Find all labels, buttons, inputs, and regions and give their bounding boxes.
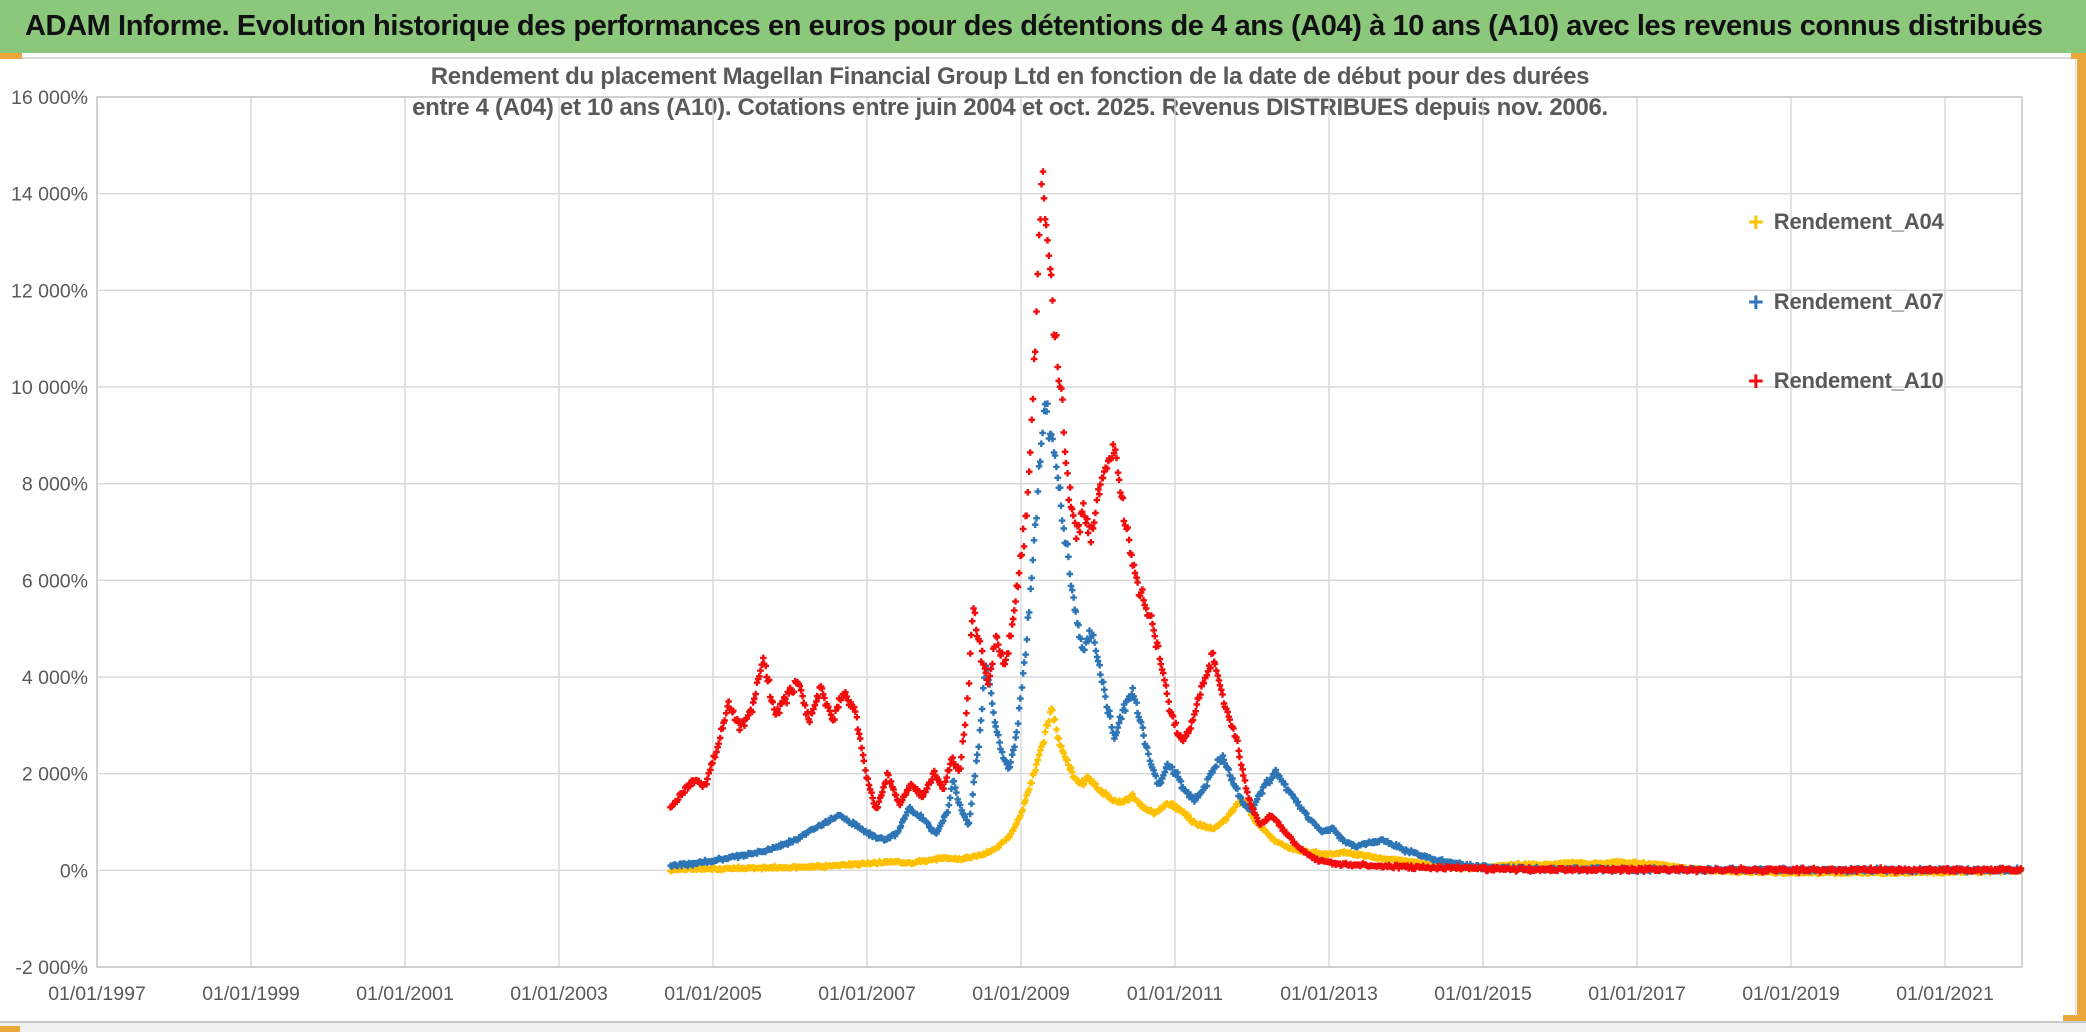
x-tick-label: 01/01/2009 [972,983,1070,1005]
x-tick-label: 01/01/2011 [1127,983,1223,1005]
x-tick-label: 01/01/1999 [202,983,300,1005]
legend-entry-a07: + Rendement_A07 [1748,286,1944,318]
y-tick-label: 2 000% [22,764,88,786]
y-tick-label: 10 000% [11,377,88,399]
chart-title: Rendement du placement Magellan Financia… [0,61,2020,123]
y-tick-label: 6 000% [22,570,88,592]
series-rendement_a10 [667,168,2025,876]
gold-accent-right-foot [2063,1015,2086,1022]
y-tick-label: 0% [60,860,88,882]
x-tick-label: 01/01/2015 [1434,983,1532,1005]
x-tick-label: 01/01/2021 [1896,983,1994,1005]
legend-entry-a04: + Rendement_A04 [1748,206,1944,238]
x-tick-label: 01/01/2019 [1742,983,1840,1005]
x-tick-label: 01/01/2001 [356,983,454,1005]
x-tick-label: 01/01/2003 [510,983,608,1005]
legend-label-a04: Rendement_A04 [1773,209,1944,234]
title-banner: ADAM Informe. Evolution historique des p… [0,0,2086,53]
plus-marker-icon: + [1748,365,1764,396]
y-tick-label: 12 000% [11,280,88,302]
chart-title-line2: entre 4 (A04) et 10 ans (A10). Cotations… [412,94,1608,121]
legend-label-a10: Rendement_A10 [1773,368,1944,393]
legend-label-a07: Rendement_A07 [1773,289,1944,314]
row-divider-top [0,57,2086,59]
bottom-row [0,1023,2086,1032]
x-tick-label: 01/01/2017 [1588,983,1686,1005]
chart-title-line1: Rendement du placement Magellan Financia… [430,63,1590,90]
legend-entry-a10: + Rendement_A10 [1748,365,1944,397]
gold-accent-bottom-left [0,1026,20,1032]
gold-accent-top-right [2071,53,2086,59]
gold-accent-top-left [0,53,22,59]
plot-border [96,96,2023,968]
x-tick-label: 01/01/2005 [664,983,762,1005]
y-tick-label: 16 000% [11,87,88,109]
y-tick-label: 8 000% [22,474,88,496]
plus-marker-icon: + [1748,286,1764,317]
chart-border-right [2075,59,2076,1016]
y-tick-label: 14 000% [11,184,88,206]
x-tick-label: 01/01/2013 [1280,983,1378,1005]
x-tick-label: 01/01/2007 [818,983,916,1005]
y-tick-label: -2 000% [15,957,88,979]
row-divider-bottom [0,1021,2086,1023]
x-tick-label: 01/01/1997 [48,983,146,1005]
plus-marker-icon: + [1748,206,1764,237]
y-tick-label: 4 000% [22,667,88,689]
banner-title: ADAM Informe. Evolution historique des p… [25,10,2043,42]
gold-accent-right-column [2077,59,2086,1016]
